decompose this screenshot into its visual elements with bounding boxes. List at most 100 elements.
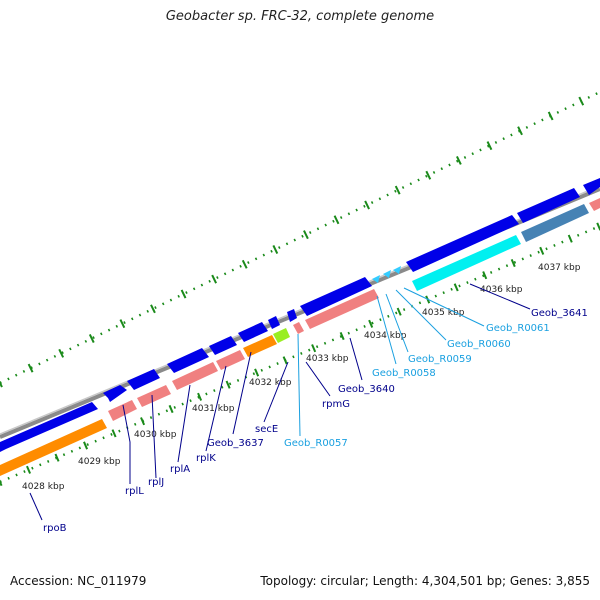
cds-rplK[interactable] <box>209 336 237 355</box>
rrna-orange-left[interactable] <box>0 419 107 476</box>
outer-tick-marks <box>0 96 585 388</box>
tick-mark <box>140 417 146 426</box>
tick-mark <box>425 170 432 180</box>
gene-label-rplK[interactable]: rplK <box>196 453 216 464</box>
tick-mark <box>333 215 340 225</box>
misc-cyan-feature[interactable] <box>412 235 521 291</box>
cds-secE[interactable] <box>268 316 280 329</box>
tick-mark <box>26 465 32 474</box>
tick-label: 4031 kbp <box>192 404 235 414</box>
tick-mark <box>168 404 174 414</box>
tick-mark <box>396 307 402 316</box>
tick-mark <box>394 185 401 195</box>
cds-forward-edge[interactable] <box>583 178 600 195</box>
leader-rplJ <box>151 394 157 479</box>
leader-rplL <box>122 404 131 484</box>
tick-mark <box>578 96 585 106</box>
misc-steelblue-feature[interactable] <box>521 204 589 242</box>
cds-rpoB-forward[interactable] <box>0 402 98 452</box>
leader-rpmG <box>305 361 331 397</box>
trna-Geob_R0059[interactable] <box>383 270 391 278</box>
tick-mark <box>58 348 65 358</box>
leader-rpoB <box>29 492 43 521</box>
gene-label-rplL[interactable]: rplL <box>125 486 144 497</box>
cds-rplA[interactable] <box>167 348 209 373</box>
tick-mark <box>368 319 374 328</box>
cds-reverse-6[interactable] <box>305 289 379 329</box>
leader-Geob_R0058 <box>376 295 397 365</box>
tick-mark <box>197 392 203 401</box>
misc-lime[interactable] <box>273 328 290 343</box>
leader-Geob_3640 <box>349 337 363 381</box>
gene-label-Geob_R0059[interactable]: Geob_R0059 <box>408 354 472 365</box>
leader-rplK <box>205 365 227 452</box>
tick-mark <box>517 126 523 136</box>
cds-Geob_3640[interactable] <box>300 277 372 316</box>
tick-mark <box>54 453 60 462</box>
map-title: Geobacter sp. FRC-32, complete genome <box>165 9 435 24</box>
tick-mark <box>88 334 95 343</box>
tick-label: 4033 kbp <box>306 354 349 364</box>
tick-mark <box>211 274 218 284</box>
leader-Geob_R0061 <box>403 287 485 327</box>
cds-reverse-4[interactable] <box>216 350 245 370</box>
tick-mark <box>567 234 573 243</box>
tick-mark <box>482 271 488 280</box>
cds-rplJ[interactable] <box>127 369 160 390</box>
tick-mark <box>241 259 248 269</box>
tick-mark <box>303 230 309 240</box>
cds-reverse-1[interactable] <box>108 400 137 421</box>
gene-label-secE[interactable]: secE <box>255 424 278 435</box>
tick-label: 4035 kbp <box>422 308 465 318</box>
leader-Geob_R0059 <box>385 293 409 353</box>
tick-mark <box>225 380 231 389</box>
leader-Geob_3641 <box>469 283 531 310</box>
cds-Geob_3637[interactable] <box>238 322 268 342</box>
gene-label-Geob_3637[interactable]: Geob_3637 <box>207 438 264 449</box>
gene-label-rplJ[interactable]: rplJ <box>148 477 164 488</box>
gene-label-Geob_R0060[interactable]: Geob_R0060 <box>447 339 511 350</box>
tick-mark <box>119 319 126 329</box>
cds-reverse-2[interactable] <box>137 385 171 407</box>
cds-rpmG[interactable] <box>287 309 297 322</box>
gene-label-Geob_R0058[interactable]: Geob_R0058 <box>372 368 436 379</box>
tick-label: 4036 kbp <box>480 285 523 295</box>
leader-Geob_3637 <box>232 351 252 435</box>
gene-label-Geob_3641[interactable]: Geob_3641 <box>531 308 588 319</box>
tick-label: 4034 kbp <box>364 331 407 341</box>
cds-rplL[interactable] <box>103 385 127 402</box>
tick-label: 4032 kbp <box>249 378 292 388</box>
trna-Geob_R0060[interactable] <box>393 266 401 274</box>
tick-mark <box>453 283 459 292</box>
gene-label-rpmG[interactable]: rpmG <box>322 399 350 410</box>
tick-mark <box>254 368 260 377</box>
tick-mark <box>547 111 554 121</box>
cds-reverse-3[interactable] <box>172 362 218 390</box>
leader-Geob_R0057 <box>297 333 301 437</box>
gene-label-rplA[interactable]: rplA <box>170 464 190 475</box>
tick-mark <box>0 380 3 388</box>
gene-label-Geob_R0061[interactable]: Geob_R0061 <box>486 323 550 334</box>
forward-strand-track <box>0 178 600 452</box>
tick-mark <box>150 304 156 314</box>
tick-mark <box>282 356 288 365</box>
leader-Geob_R0060 <box>395 289 447 341</box>
tick-label: 4028 kbp <box>22 482 65 492</box>
leader-secE <box>263 361 289 423</box>
cds-reverse-5[interactable] <box>293 322 304 334</box>
gene-label-Geob_3640[interactable]: Geob_3640 <box>338 384 395 395</box>
tick-mark <box>456 155 462 165</box>
rrna-orange-mid[interactable] <box>243 335 277 357</box>
gene-label-Geob_R0057[interactable]: Geob_R0057 <box>284 438 348 449</box>
tick-mark <box>486 141 493 151</box>
genome-summary-text: Topology: circular; Length: 4,304,501 bp… <box>260 574 590 588</box>
cds-Geob_3641[interactable] <box>406 215 519 272</box>
gene-label-rpoB[interactable]: rpoB <box>43 523 67 534</box>
cds-forward-right[interactable] <box>517 188 580 223</box>
tick-mark <box>311 344 317 353</box>
tick-mark <box>83 441 89 450</box>
tick-mark <box>272 244 279 254</box>
trna-Geob_R0058[interactable] <box>372 275 380 283</box>
cds-reverse-edge[interactable] <box>589 198 600 211</box>
